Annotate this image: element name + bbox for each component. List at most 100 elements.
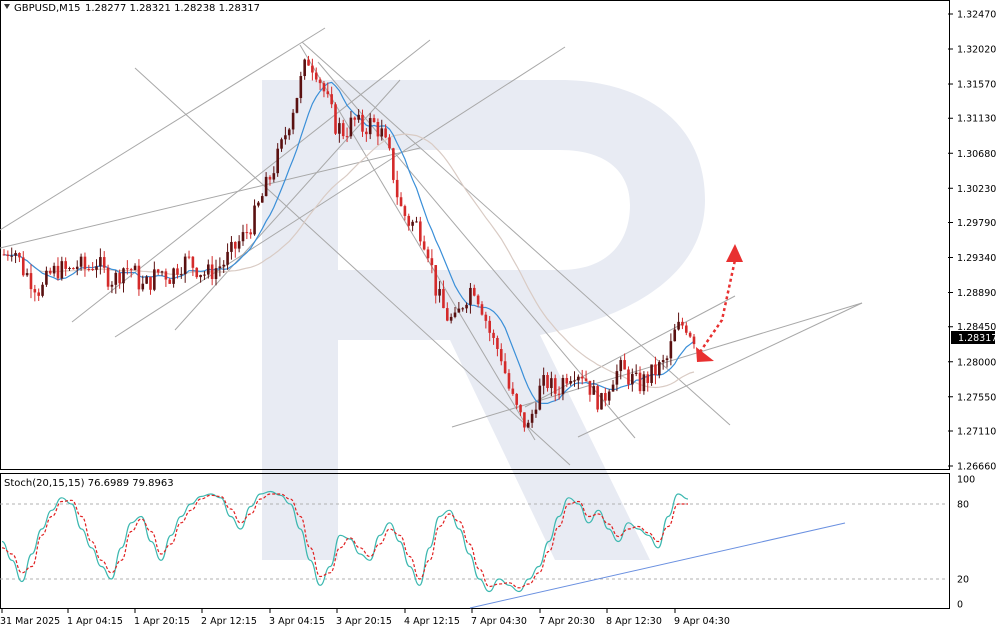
candle-body <box>145 276 148 284</box>
candle-body <box>631 373 634 385</box>
candle-body <box>172 268 175 284</box>
price-tick-label: 1.30680 <box>957 149 996 160</box>
time-tick-label: 1 Apr 20:15 <box>134 616 190 627</box>
price-tick-label: 1.27550 <box>957 392 996 403</box>
candle-body <box>64 261 67 269</box>
candle-body <box>488 320 491 333</box>
candle-body <box>156 269 160 273</box>
candle-body <box>526 422 530 428</box>
candle-body <box>237 241 241 249</box>
candle-body <box>553 378 557 394</box>
candle-body <box>345 136 349 138</box>
candle-body <box>99 257 102 267</box>
candle-body <box>303 59 306 77</box>
stoch-main-line <box>1 490 689 593</box>
candle-body <box>607 391 611 401</box>
candle-body <box>430 258 434 266</box>
time-tick-label: 31 Mar 2025 <box>0 616 60 627</box>
candle-body <box>623 360 626 370</box>
candle-body <box>677 321 680 330</box>
candle-body <box>415 221 418 223</box>
candle-body <box>480 304 484 315</box>
candle-body <box>461 308 465 310</box>
candle-body <box>45 270 48 285</box>
trend-line <box>299 44 536 441</box>
candle-body <box>95 266 98 270</box>
candle-body <box>102 257 106 268</box>
candle-body <box>688 332 692 337</box>
stoch-axis: 100 80 20 0 <box>957 475 975 611</box>
candle-body <box>295 98 299 113</box>
price-tick-label: 1.28000 <box>957 357 996 368</box>
candle-body <box>264 176 268 197</box>
trend-line <box>301 41 731 426</box>
candle-body <box>507 373 511 389</box>
stoch-tick-label: 0 <box>957 600 963 611</box>
price-tick-label: 1.32020 <box>957 45 996 56</box>
current-price-tag: 1.28317 <box>951 331 997 344</box>
candle-body <box>56 265 60 279</box>
candle-body <box>226 251 229 265</box>
candle-body <box>168 279 172 284</box>
candle-body <box>372 118 376 122</box>
candle-body <box>307 59 310 66</box>
candle-body <box>37 292 40 296</box>
candle-body <box>499 349 503 362</box>
candle-body <box>365 131 368 135</box>
candle-body <box>14 252 17 256</box>
candle-body <box>638 372 642 392</box>
candle-body <box>280 139 283 149</box>
fast-moving-average <box>3 81 695 404</box>
stoch-tick-label: 20 <box>957 575 969 586</box>
stoch-tick-label: 80 <box>957 500 969 511</box>
candle-body <box>669 341 673 359</box>
price-tick-label: 1.29340 <box>957 253 996 264</box>
candle-body <box>646 374 650 383</box>
candle-body <box>496 337 499 350</box>
candle-body <box>160 271 164 273</box>
candle-body <box>434 265 438 296</box>
candle-body <box>692 336 696 345</box>
candle-body <box>334 104 337 134</box>
candle-body <box>52 265 56 274</box>
trend-line <box>0 27 326 231</box>
candle-body <box>241 232 245 242</box>
candle-body <box>492 332 495 338</box>
candle-body <box>91 268 94 270</box>
candle-body <box>472 287 476 296</box>
candle-body <box>287 129 291 136</box>
candle-body <box>2 254 6 256</box>
candle-body <box>106 267 110 287</box>
candle-body <box>29 273 33 290</box>
candle-body <box>426 249 430 259</box>
candle-body <box>311 65 314 73</box>
candle-body <box>550 378 553 389</box>
candle-body <box>199 274 202 278</box>
candle-body <box>673 329 677 342</box>
candle-body <box>60 261 64 279</box>
candle-body <box>245 232 249 234</box>
candle-body <box>299 76 303 99</box>
candle-body <box>210 264 214 279</box>
candle-body <box>654 364 657 376</box>
candle-body <box>684 325 688 333</box>
candle-body <box>457 308 461 313</box>
candle-body <box>191 256 195 268</box>
candle-body <box>230 241 233 252</box>
candle-body <box>218 266 222 269</box>
price-tick-label: 1.28450 <box>957 322 996 333</box>
candle-body <box>519 404 522 413</box>
candle-body <box>353 117 357 120</box>
candle-body <box>600 393 603 410</box>
trend-line <box>524 295 736 408</box>
candle-body <box>114 272 118 285</box>
candle-body <box>361 114 364 132</box>
candle-body <box>523 412 526 428</box>
candle-body <box>469 287 472 305</box>
candle-body <box>110 284 114 287</box>
time-tick-label: 3 Apr 04:15 <box>269 616 325 627</box>
candle-body <box>503 361 507 374</box>
candle-body <box>129 269 133 271</box>
time-tick-label: 4 Apr 12:15 <box>404 616 460 627</box>
